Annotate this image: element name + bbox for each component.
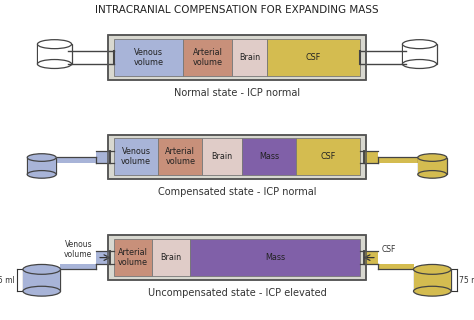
Text: Brain: Brain	[239, 53, 260, 62]
Bar	[114, 138, 158, 175]
Ellipse shape	[418, 171, 447, 178]
Text: Brain: Brain	[161, 253, 182, 262]
Bar	[158, 138, 202, 175]
Polygon shape	[364, 251, 378, 264]
Bar	[114, 239, 360, 276]
FancyBboxPatch shape	[108, 134, 366, 179]
Polygon shape	[364, 150, 378, 163]
Text: CSF: CSF	[320, 152, 336, 161]
Polygon shape	[413, 269, 451, 291]
Ellipse shape	[413, 286, 451, 296]
Text: CSF: CSF	[306, 53, 321, 62]
Text: Mass: Mass	[259, 152, 279, 161]
Bar	[183, 39, 232, 76]
Text: 75 ml: 75 ml	[0, 276, 15, 285]
Bar	[202, 138, 242, 175]
Bar	[232, 39, 266, 76]
Polygon shape	[56, 157, 96, 163]
Ellipse shape	[37, 60, 72, 68]
Text: Arterial
volume: Arterial volume	[118, 248, 148, 267]
Polygon shape	[378, 157, 418, 163]
Text: Venous
volume: Venous volume	[121, 147, 151, 166]
Bar	[114, 239, 152, 276]
Bar	[114, 39, 360, 76]
Text: Venous
volume: Venous volume	[64, 240, 92, 259]
Bar	[190, 239, 360, 276]
Polygon shape	[37, 44, 72, 64]
Polygon shape	[402, 44, 437, 64]
Bar	[114, 138, 360, 175]
Text: Compensated state - ICP normal: Compensated state - ICP normal	[158, 187, 316, 197]
Ellipse shape	[418, 154, 447, 161]
Ellipse shape	[413, 264, 451, 274]
Polygon shape	[96, 150, 110, 163]
Polygon shape	[23, 269, 60, 291]
Polygon shape	[27, 157, 56, 174]
Ellipse shape	[402, 60, 437, 68]
Bar	[152, 239, 190, 276]
Text: INTRACRANIAL COMPENSATION FOR EXPANDING MASS: INTRACRANIAL COMPENSATION FOR EXPANDING …	[95, 5, 379, 15]
Polygon shape	[23, 269, 61, 291]
Polygon shape	[61, 264, 96, 269]
Ellipse shape	[402, 40, 437, 49]
Polygon shape	[418, 157, 447, 174]
Bar	[266, 39, 360, 76]
Ellipse shape	[37, 40, 72, 49]
Text: Arterial
volume: Arterial volume	[165, 147, 195, 166]
Polygon shape	[27, 157, 56, 174]
Bar	[296, 138, 360, 175]
Ellipse shape	[27, 171, 56, 178]
Text: Arterial
volume: Arterial volume	[192, 48, 222, 67]
Text: Normal state - ICP normal: Normal state - ICP normal	[174, 88, 300, 98]
Text: Uncompensated state - ICP elevated: Uncompensated state - ICP elevated	[147, 288, 327, 298]
Text: Mass: Mass	[265, 253, 285, 262]
Text: 75 ml: 75 ml	[459, 276, 474, 285]
FancyBboxPatch shape	[108, 36, 366, 80]
Text: CSF: CSF	[382, 245, 396, 254]
Ellipse shape	[23, 286, 61, 296]
Polygon shape	[414, 269, 451, 291]
FancyBboxPatch shape	[108, 236, 366, 280]
Text: Brain: Brain	[212, 152, 233, 161]
Polygon shape	[418, 157, 447, 174]
Polygon shape	[378, 264, 413, 269]
Ellipse shape	[23, 264, 61, 274]
Polygon shape	[38, 44, 71, 64]
Polygon shape	[403, 44, 436, 64]
Text: Venous
volume: Venous volume	[133, 48, 163, 67]
Polygon shape	[96, 251, 110, 264]
Bar	[114, 39, 183, 76]
Ellipse shape	[27, 154, 56, 161]
Bar	[242, 138, 296, 175]
